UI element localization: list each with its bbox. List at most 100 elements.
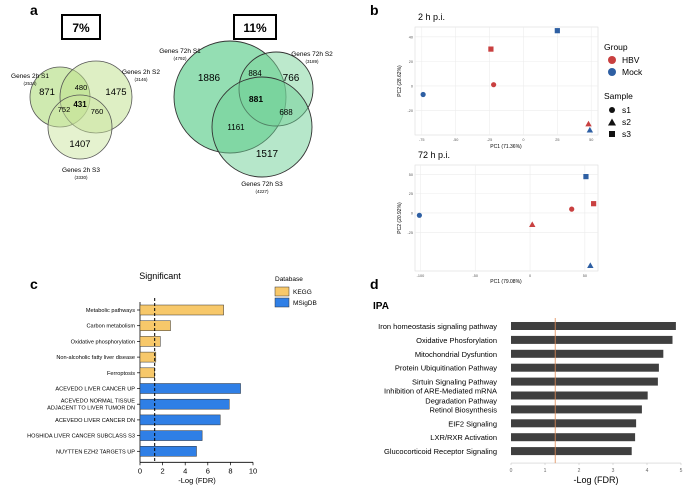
legend-c: Database KEGG MSigDB <box>274 276 317 308</box>
bar-d-category-label: Glucocorticoid Receptor Signaling <box>384 447 497 456</box>
venn-72h-s1-s2: 884 <box>248 69 262 78</box>
bar-c-bar <box>139 351 157 363</box>
bar-d-bar <box>511 433 636 442</box>
bar-c-bar <box>139 336 161 347</box>
venn-72h-s2-s3: 688 <box>279 108 293 117</box>
pca-2h-plot: 2 h p.i. PC1 (71.36%) PC2 (28.62%) -75 -5… <box>397 12 599 150</box>
bar-d-bar <box>511 419 637 428</box>
pca-72h-title: 72 h p.i. <box>418 150 450 160</box>
pca-point-hbv-s1 <box>569 206 575 212</box>
bar-c-category-label: ACEVEDO NORMAL TISSUE <box>61 399 136 405</box>
venn-2h-set2-count: (3146) <box>134 77 148 82</box>
pca-x-tick-label: -25 <box>487 138 493 142</box>
pca-2h-title: 2 h p.i. <box>418 12 445 22</box>
pca-2h-ylabel: PC2 (28.62%) <box>397 65 403 97</box>
pca-point-mock-s1 <box>420 91 426 98</box>
venn-2h-s1-only: 871 <box>39 87 55 98</box>
bar-c-x-tick-label: 8 <box>228 466 232 475</box>
venn-72h-percent-box <box>233 14 277 40</box>
venn-2h-set3-count: (3330) <box>74 175 88 180</box>
bar-c-bar <box>139 367 155 379</box>
venn-2h-all: 431 <box>73 100 87 109</box>
bar-d-category-label: EIF2 Signaling <box>448 419 497 428</box>
bar-d-title: IPA <box>373 301 389 312</box>
pca-point-mock-s3 <box>554 28 560 34</box>
venn-72h-set1-name: Genes 72h S1 <box>159 48 201 55</box>
bar-c-category-label: Metabolic pathways <box>86 308 135 314</box>
pca-72h-ylabel: PC2 (20.92%) <box>397 202 403 234</box>
bar-d-bar <box>511 322 676 330</box>
venn-72h-set1-count: (4792) <box>173 56 187 61</box>
bar-d-category-label: Sirtuin Signaling Pathway <box>412 378 497 387</box>
venn-2h-s1-s3: 752 <box>58 105 71 114</box>
pca-point-mock-s2 <box>587 262 594 268</box>
legend-c-kegg-swatch <box>274 286 290 297</box>
ipa-bar-chart: IPA -Log (FDR) 0 1 2 3 4 5 Iron homeostasis si… <box>373 301 683 485</box>
bar-d-x-tick-label: 2 <box>578 468 581 474</box>
pca-y-tick-label: 20 <box>409 60 413 64</box>
panel-label-c: c <box>30 276 38 292</box>
bar-d-x-tick-label: 0 <box>510 468 513 474</box>
pca-point-mock-s1 <box>416 212 422 218</box>
pca-point-hbv-s1 <box>491 82 497 88</box>
enrichment-bar-chart: Significant -Log (FDR) 0 2 4 6 8 10 Metabolic … <box>27 271 257 485</box>
legend-b-s2-swatch <box>608 118 616 126</box>
venn-2h-s3-only: 1407 <box>69 139 90 150</box>
venn-72h-all: 881 <box>249 94 263 104</box>
venn-72h-s1-only: 1886 <box>198 73 221 84</box>
legend-b-s3-swatch <box>609 131 615 137</box>
venn-72h-set2-count: (3189) <box>305 59 319 64</box>
venn-72h-s1-s3: 1161 <box>227 123 245 132</box>
venn-2h-s2-s3: 760 <box>91 107 104 116</box>
bar-c-category-label: Non-alcoholic fatty liver disease <box>56 355 135 361</box>
bar-c-x-tick-label: 10 <box>249 466 257 475</box>
bar-c-category-label: Oxidative phosphorylation <box>71 339 135 345</box>
venn-72h-set2-name: Genes 72h S2 <box>291 51 333 58</box>
venn-2h-circle-s3 <box>47 94 113 160</box>
bar-c-category-label: HOSHIDA LIVER CANCER SUBCLASS S3 <box>27 434 135 440</box>
bar-d-category-label: Protein Ubiquitination Pathway <box>395 364 497 373</box>
bar-d-category-label: Mitochondrial Dysfuntion <box>415 350 497 359</box>
pca-x-tick-label: -100 <box>417 274 425 278</box>
bar-c-bar <box>139 320 171 331</box>
bar-c-x-tick-label: 6 <box>206 466 210 475</box>
venn-2h-set2-name: Genes 2h S2 <box>122 69 160 76</box>
pca-2h-xlabel: PC1 (71.36%) <box>490 144 522 150</box>
bar-d-bar <box>511 377 658 386</box>
bar-c-bar <box>139 446 197 457</box>
bar-c-category-label: Carbon metabolism <box>86 324 135 330</box>
bar-d-bar <box>511 391 648 400</box>
venn-2h-s1-s2: 480 <box>75 83 88 92</box>
bar-d-x-tick-label: 3 <box>612 468 615 474</box>
panel-label-b: b <box>370 2 379 18</box>
bar-d-bar <box>511 447 632 456</box>
legend-c-msigdb-label: MSigDB <box>293 300 317 307</box>
legend-c-kegg-label: KEGG <box>293 289 312 296</box>
panel-label-d: d <box>370 276 379 292</box>
venn-2h-set3-name: Genes 2h S3 <box>62 167 100 174</box>
venn-2h-percent: 7% <box>72 21 90 35</box>
bar-c-bar <box>139 414 221 426</box>
legend-b-mock-label: Mock <box>622 67 643 77</box>
bar-d-category-label: Oxidative Phosforylation <box>416 336 497 345</box>
bar-c-bar <box>139 304 224 316</box>
pca-point-hbv-s3 <box>488 46 494 52</box>
bar-c-bar <box>139 398 230 410</box>
legend-b-hbv-swatch <box>608 56 616 64</box>
bar-c-category-label: ACEVEDO LIVER CANCER UP <box>55 387 135 393</box>
pca-point-hbv-s3 <box>591 201 597 207</box>
pca-x-tick-label: 50 <box>589 138 593 142</box>
pca-x-tick-label: 25 <box>555 138 559 142</box>
pca-x-tick-label: -50 <box>453 138 459 142</box>
venn-2h-set1-count: (2534) <box>23 81 37 86</box>
pca-x-tick-label: -50 <box>473 274 479 278</box>
bar-d-category-label: Retinol Biosynthesis <box>429 405 497 414</box>
venn-72h-set3-count: (4227) <box>255 189 269 194</box>
legend-b: Group HBV Mock Sample s1 s2 s3 <box>604 42 643 139</box>
bar-c-x-tick-label: 4 <box>183 466 187 475</box>
bar-c-x-tick-label: 2 <box>161 466 165 475</box>
venn-2h-percent-box <box>61 14 101 40</box>
bar-c-category-label: NUYTTEN EZH2 TARGETS UP <box>56 449 135 455</box>
pca-x-tick-label: 50 <box>583 274 587 278</box>
